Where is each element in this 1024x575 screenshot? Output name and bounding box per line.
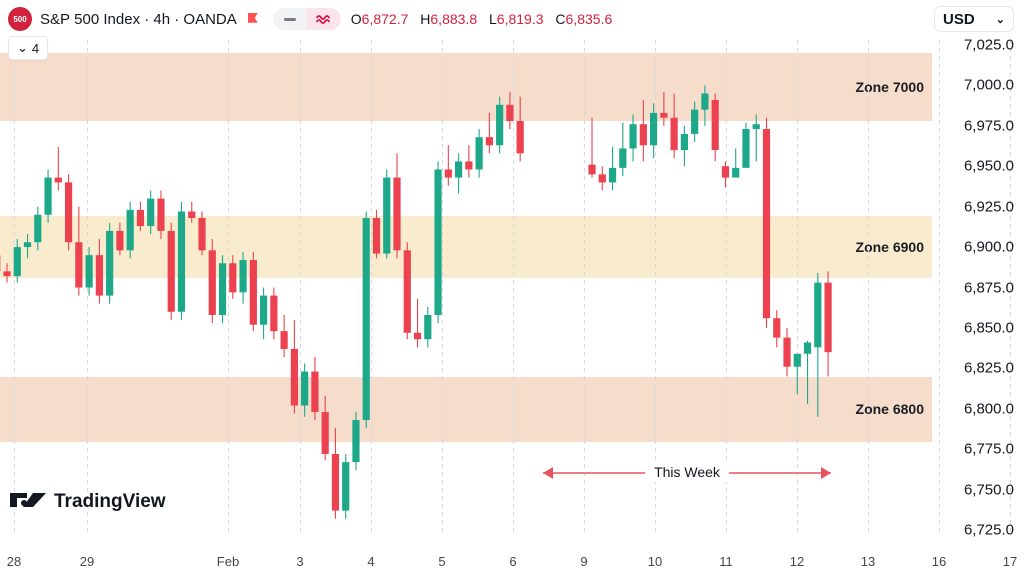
svg-text:This Week: This Week	[654, 464, 721, 480]
svg-text:TradingView: TradingView	[54, 491, 166, 512]
